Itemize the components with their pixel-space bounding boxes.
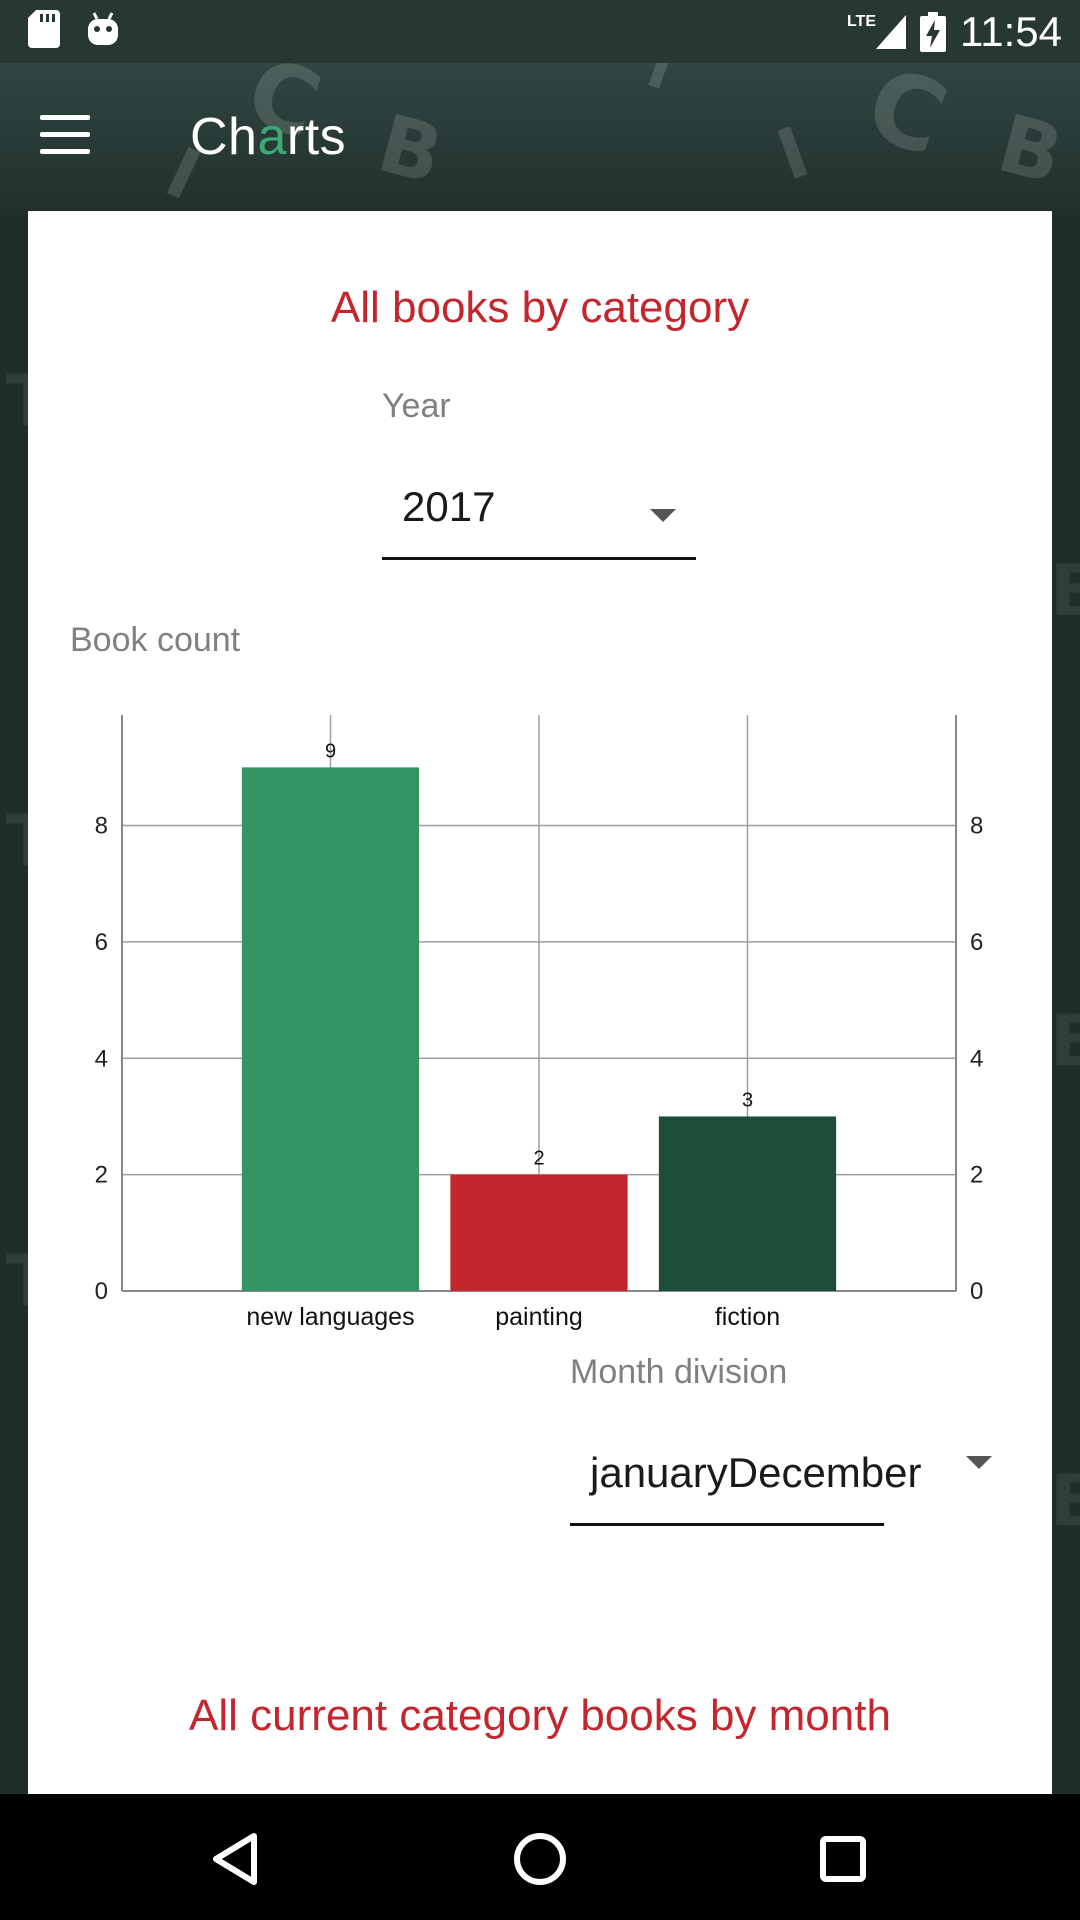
chart-y-label: Book count — [70, 621, 241, 659]
watermark-letter: B — [369, 96, 452, 203]
y-tick-label-left: 4 — [95, 1045, 108, 1072]
watermark-letter: B — [1050, 550, 1080, 632]
y-tick-label-right: 4 — [970, 1045, 983, 1072]
hamburger-menu-icon[interactable] — [40, 115, 100, 161]
chevron-down-icon — [650, 509, 676, 522]
app-bar: C B I T I C B Charts — [0, 63, 1080, 211]
page-title: Charts — [190, 108, 347, 166]
y-tick-label-left: 6 — [95, 929, 108, 956]
year-value: 2017 — [402, 483, 496, 530]
bar — [450, 1174, 628, 1291]
month-division-select[interactable]: januaryDecember — [570, 1417, 922, 1526]
network-type: LTE — [846, 13, 876, 30]
signal-icon — [876, 15, 906, 49]
recents-icon[interactable] — [808, 1824, 878, 1894]
data-label: 9 — [325, 740, 336, 762]
sd-card-icon — [28, 10, 60, 48]
y-tick-label-left: 8 — [95, 813, 108, 840]
data-label: 3 — [742, 1089, 753, 1111]
bar — [241, 767, 420, 1291]
y-tick-label-right: 8 — [970, 813, 983, 840]
y-tick-label-left: 0 — [95, 1278, 108, 1305]
year-label: Year — [382, 387, 451, 425]
x-tick-label: new languages — [246, 1303, 414, 1331]
back-icon[interactable] — [202, 1824, 272, 1894]
watermark-letter: T — [629, 63, 692, 108]
section-title-category: All books by category — [330, 283, 750, 332]
year-select[interactable]: 2017 — [382, 451, 696, 560]
watermark-letter: C — [852, 63, 962, 180]
chevron-down-icon[interactable] — [966, 1456, 992, 1469]
navigation-bar — [0, 1794, 1080, 1920]
month-division-label: Month division — [570, 1353, 788, 1391]
x-tick-label: painting — [495, 1303, 583, 1331]
watermark-letter: B — [1050, 1460, 1080, 1542]
month-division-value: januaryDecember — [590, 1449, 922, 1496]
content-card: All books by category Year 2017 Book cou… — [28, 211, 1052, 1794]
section-title-month: All current category books by month — [189, 1691, 891, 1740]
bar-chart: 0 0 2 2 4 4 6 6 8 8 9 new languages 2 painting 3 fictio… — [95, 715, 983, 1331]
x-tick-label: fiction — [715, 1303, 780, 1331]
android-icon — [88, 12, 118, 45]
status-time: 11:54 — [960, 8, 1062, 55]
watermark-letter: B — [989, 96, 1072, 203]
y-tick-label-right: 0 — [970, 1278, 983, 1305]
status-bar: LTE 11:54 — [0, 0, 1080, 63]
battery-charging-icon — [920, 12, 946, 52]
bar — [658, 1116, 837, 1291]
y-tick-label-right: 6 — [970, 929, 983, 956]
watermark-letter: I — [766, 111, 820, 197]
y-tick-label-left: 2 — [95, 1162, 108, 1189]
watermark-letter: B — [1050, 1000, 1080, 1082]
home-icon[interactable] — [505, 1824, 575, 1894]
y-tick-label-right: 2 — [970, 1162, 983, 1189]
data-label: 2 — [533, 1148, 544, 1170]
